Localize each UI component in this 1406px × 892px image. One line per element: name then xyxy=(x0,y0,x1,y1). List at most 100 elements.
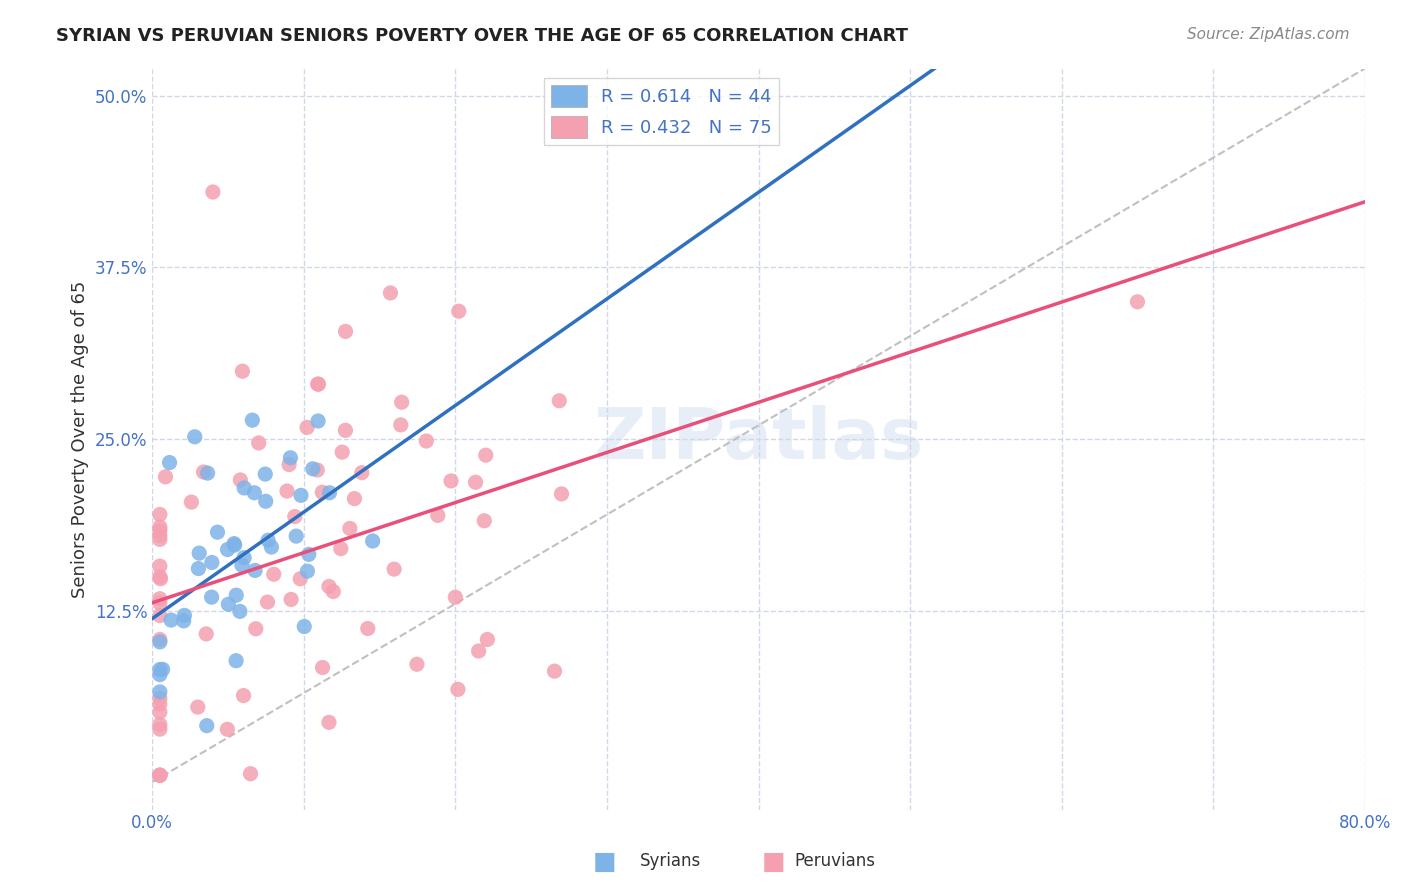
Point xyxy=(201,185,224,199)
Point xyxy=(201,556,224,570)
Point xyxy=(233,550,256,565)
Point xyxy=(543,664,565,678)
Point xyxy=(231,364,253,378)
Point xyxy=(330,445,353,459)
Point xyxy=(149,533,172,547)
Point xyxy=(361,534,384,549)
Point xyxy=(222,536,245,550)
Point xyxy=(149,572,172,586)
Point xyxy=(225,588,247,602)
Point xyxy=(149,608,172,623)
Point xyxy=(284,509,307,524)
Point xyxy=(180,495,202,509)
Point xyxy=(245,622,267,636)
Point xyxy=(231,558,253,573)
Point xyxy=(187,700,209,714)
Point xyxy=(380,285,402,300)
Point xyxy=(350,466,373,480)
Point xyxy=(155,470,177,484)
Point xyxy=(149,591,172,606)
Point xyxy=(426,508,449,523)
Point xyxy=(229,473,252,487)
Point xyxy=(217,597,239,611)
Point xyxy=(339,521,361,535)
Point xyxy=(301,462,323,476)
Text: Peruvians: Peruvians xyxy=(794,852,876,870)
Point xyxy=(280,592,302,607)
Point xyxy=(149,635,172,649)
Point xyxy=(335,325,357,339)
Point xyxy=(464,475,486,490)
Point xyxy=(149,632,172,647)
Point xyxy=(550,487,572,501)
Point xyxy=(256,595,278,609)
Point xyxy=(159,456,181,470)
Point xyxy=(239,766,262,780)
Point xyxy=(149,528,172,542)
Point xyxy=(217,542,239,557)
Point xyxy=(307,463,329,477)
Point xyxy=(260,540,283,554)
Point xyxy=(225,654,247,668)
Point xyxy=(195,627,218,641)
Point xyxy=(149,524,172,538)
Point xyxy=(318,485,340,500)
Point xyxy=(195,719,218,733)
Point xyxy=(292,619,315,633)
Point xyxy=(257,533,280,548)
Text: ZIPatlas: ZIPatlas xyxy=(593,405,924,474)
Point xyxy=(187,561,209,575)
Point xyxy=(280,450,302,465)
Point xyxy=(149,508,172,522)
Point xyxy=(207,525,229,540)
Point xyxy=(290,488,312,502)
Point xyxy=(149,768,172,782)
Point xyxy=(447,304,470,318)
Point xyxy=(254,467,277,482)
Point xyxy=(1126,294,1149,309)
Point xyxy=(322,584,344,599)
Point xyxy=(149,722,172,736)
Point xyxy=(263,567,285,582)
Point xyxy=(307,377,329,392)
Point xyxy=(477,632,499,647)
Point xyxy=(447,682,470,697)
Point xyxy=(232,689,254,703)
Point xyxy=(311,660,333,674)
Point xyxy=(193,465,215,479)
Point xyxy=(297,564,319,578)
Point xyxy=(149,717,172,731)
Point xyxy=(382,562,405,576)
Point xyxy=(173,608,195,623)
Point xyxy=(276,484,298,499)
Point xyxy=(335,423,357,437)
Point xyxy=(229,604,252,618)
Point xyxy=(224,538,246,552)
Point xyxy=(184,430,207,444)
Point xyxy=(307,414,329,428)
Point xyxy=(152,662,174,676)
Point xyxy=(391,395,413,409)
Point xyxy=(475,448,498,462)
Point xyxy=(318,715,340,730)
Point xyxy=(149,570,172,584)
Point xyxy=(233,481,256,495)
Y-axis label: Seniors Poverty Over the Age of 65: Seniors Poverty Over the Age of 65 xyxy=(72,280,89,598)
Point xyxy=(467,644,489,658)
Point xyxy=(149,559,172,574)
Point xyxy=(149,685,172,699)
Point xyxy=(149,596,172,610)
Point xyxy=(149,705,172,719)
Point xyxy=(173,614,195,628)
Point xyxy=(149,768,172,782)
Point xyxy=(444,591,467,605)
Point xyxy=(254,494,277,508)
Text: ■: ■ xyxy=(593,850,616,874)
Point xyxy=(240,413,263,427)
Point xyxy=(160,613,183,627)
Point xyxy=(149,697,172,711)
Point xyxy=(406,657,429,672)
Point xyxy=(149,667,172,681)
Text: Syrians: Syrians xyxy=(640,852,702,870)
Point xyxy=(308,377,330,392)
